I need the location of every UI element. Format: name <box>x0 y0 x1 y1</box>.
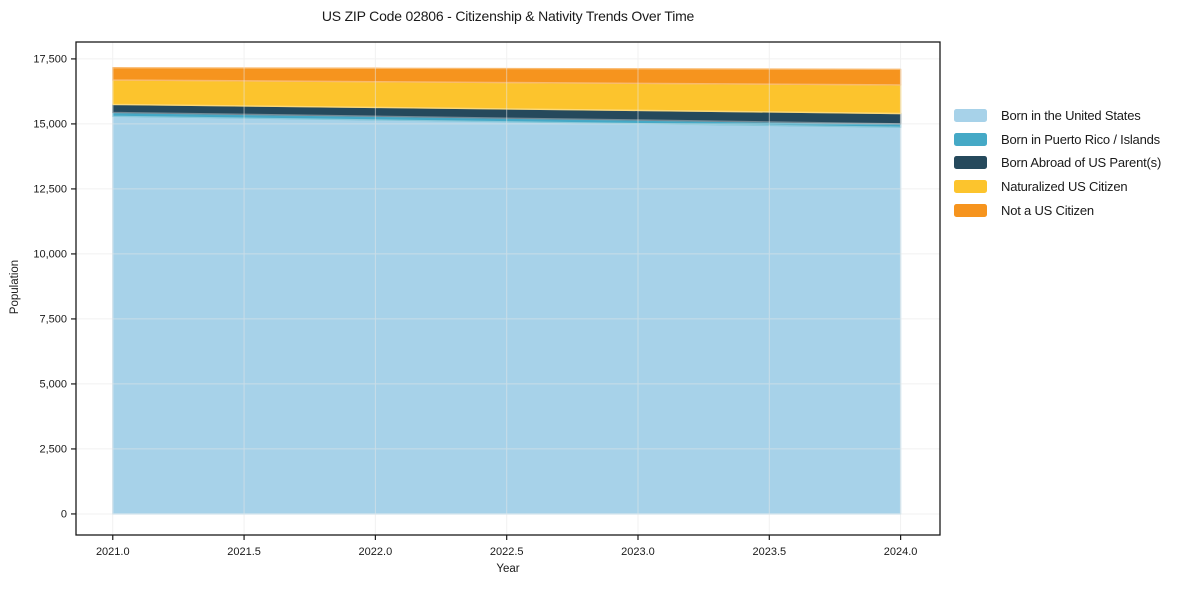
x-tick-label: 2021.0 <box>96 546 130 558</box>
legend-item-born-abroad-of-us-parent-s: Born Abroad of US Parent(s) <box>954 151 1161 175</box>
legend-swatch-born-in-the-united-states <box>954 109 987 123</box>
y-tick-label: 12,500 <box>33 184 67 196</box>
legend: Born in the United States Born in Puerto … <box>954 104 1161 222</box>
y-tick-label: 15,000 <box>33 119 67 131</box>
legend-label: Born in Puerto Rico / Islands <box>1001 131 1160 147</box>
tick-marks <box>71 58 902 540</box>
legend-label: Naturalized US Citizen <box>1001 179 1128 195</box>
y-tick-label: 2,500 <box>39 444 67 456</box>
x-tick-label: 2022.0 <box>359 546 393 558</box>
legend-swatch-not-a-us-citizen <box>954 203 987 217</box>
x-tick-label: 2023.0 <box>621 546 655 558</box>
legend-swatch-born-abroad-of-us-parent-s <box>954 156 987 170</box>
legend-item-born-in-the-united-states: Born in the United States <box>954 104 1161 128</box>
x-axis-title: Year <box>496 563 520 575</box>
legend-label: Not a US Citizen <box>1001 202 1094 218</box>
gridlines <box>76 42 940 535</box>
x-tick-label: 2022.5 <box>490 546 524 558</box>
y-tick-label: 0 <box>61 509 67 521</box>
y-tick-label: 7,500 <box>39 314 67 326</box>
legend-swatch-naturalized-us-citizen <box>954 180 987 194</box>
x-tick-label: 2021.5 <box>227 546 261 558</box>
x-tick-label: 2023.5 <box>752 546 786 558</box>
y-tick-label: 10,000 <box>33 249 67 261</box>
legend-item-not-a-us-citizen: Not a US Citizen <box>954 198 1161 222</box>
legend-swatch-born-in-puerto-rico-islands <box>954 132 987 146</box>
x-tick-label: 2024.0 <box>884 546 918 558</box>
y-tick-label: 17,500 <box>33 54 67 66</box>
legend-label: Born Abroad of US Parent(s) <box>1001 155 1162 171</box>
plot-border <box>75 41 941 536</box>
legend-item-naturalized-us-citizen: Naturalized US Citizen <box>954 175 1161 199</box>
tick-labels: 0 2,500 5,000 7,500 10,000 12,500 15,000 17,500… <box>33 54 917 558</box>
legend-item-born-in-puerto-rico-islands: Born in Puerto Rico / Islands <box>954 128 1161 152</box>
chart-title: US ZIP Code 02806 - Citizenship & Nativi… <box>321 8 695 24</box>
y-tick-label: 5,000 <box>39 379 67 391</box>
legend-label: Born in the United States <box>1001 108 1141 124</box>
